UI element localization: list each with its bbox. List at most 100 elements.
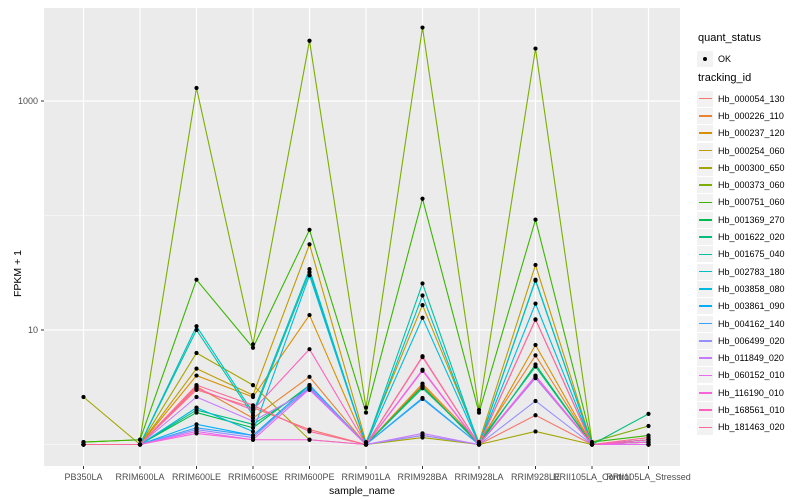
- data-point: [476, 410, 482, 415]
- data-point: [194, 383, 199, 388]
- line-key-icon: [697, 142, 713, 159]
- data-point: [194, 85, 199, 91]
- legend-item-label: Hb_004162_140: [718, 318, 785, 329]
- data-point: [307, 267, 312, 272]
- legend-item-Hb_000254_060: Hb_000254_060: [697, 142, 785, 159]
- legend-item-Hb_168561_010: Hb_168561_010: [697, 401, 785, 418]
- line-key-icon: [697, 315, 713, 332]
- legend-item-Hb_006499_020: Hb_006499_020: [697, 332, 785, 349]
- data-point: [194, 386, 199, 391]
- data-point: [420, 386, 425, 391]
- data-point: [646, 423, 651, 429]
- line-key-icon: [697, 332, 713, 349]
- x-tick-label: RRII105LA_Control: [553, 472, 631, 482]
- legend-item-label: Hb_168561_010: [718, 404, 785, 415]
- legend-item-label: Hb_011849_020: [718, 353, 784, 364]
- data-point: [250, 425, 256, 430]
- line-key-icon: [697, 246, 713, 263]
- legend-item-label: Hb_003858_080: [718, 283, 785, 294]
- x-tick-label: RRIM600SE: [228, 472, 278, 482]
- line-key-icon: [697, 159, 713, 176]
- data-point: [307, 38, 312, 43]
- data-point: [250, 393, 256, 398]
- legend-item-label: Hb_060152_010: [718, 370, 785, 381]
- line-key-icon: [697, 384, 713, 401]
- legend-item-Hb_181463_020: Hb_181463_020: [697, 419, 785, 436]
- legend-item-label: Hb_001622_020: [718, 232, 785, 243]
- line-key-icon: [697, 107, 713, 124]
- legend-tracking-items: Hb_000054_130 Hb_000226_110 Hb_000237_120 H…: [690, 90, 785, 436]
- legend-tracking-id: tracking_id Hb_000054_130 Hb_000226_110 Hb…: [690, 72, 785, 436]
- line-key-icon: [697, 177, 713, 194]
- data-point: [307, 227, 312, 232]
- legend-item-label: Hb_002783_180: [718, 266, 785, 277]
- data-point: [533, 278, 538, 283]
- data-point: [646, 435, 651, 440]
- panel-background: [44, 8, 680, 466]
- legend-item-Hb_000300_650: Hb_000300_650: [697, 159, 785, 176]
- data-point: [194, 422, 199, 427]
- legend-item-Hb_000237_120: Hb_000237_120: [697, 125, 785, 142]
- legend-item-label: Hb_000226_110: [718, 110, 784, 121]
- line-key-icon: [697, 211, 713, 228]
- data-point: [307, 347, 312, 352]
- line-key-icon: [697, 263, 713, 280]
- legend-item-Hb_004162_140: Hb_004162_140: [697, 315, 785, 332]
- data-point: [250, 429, 256, 434]
- data-point: [250, 437, 256, 442]
- line-key-icon: [697, 194, 713, 211]
- data-point: [194, 394, 199, 400]
- legend-item-label: Hb_000300_650: [718, 162, 785, 173]
- data-point: [250, 407, 256, 413]
- data-point: [307, 312, 312, 318]
- legend-item-Hb_003861_090: Hb_003861_090: [697, 298, 785, 315]
- data-point: [194, 373, 199, 378]
- data-point: [533, 413, 538, 418]
- line-key-icon: [697, 90, 713, 107]
- legend-item-Hb_116190_010: Hb_116190_010: [697, 384, 785, 401]
- legend-item-label: Hb_181463_020: [718, 422, 785, 433]
- x-tick-label: PB350LA: [64, 472, 102, 482]
- x-tick-label: RRIM901LA: [341, 472, 390, 482]
- data-point: [250, 422, 256, 427]
- legend-item-Hb_001622_020: Hb_001622_020: [697, 228, 785, 246]
- legend-item-label: Hb_006499_020: [718, 335, 785, 346]
- data-point: [307, 374, 312, 379]
- legend-item-label: Hb_000054_130: [718, 93, 785, 104]
- data-point: [646, 411, 651, 417]
- data-point: [250, 342, 256, 347]
- data-point: [250, 345, 256, 350]
- data-point: [307, 270, 312, 275]
- x-tick-label: RRIM600PE: [284, 472, 334, 482]
- legend-item-label: Hb_000373_060: [718, 180, 785, 191]
- data-point: [363, 410, 369, 415]
- data-point: [194, 405, 199, 410]
- legend-quant-status-title: quant_status: [698, 32, 761, 44]
- data-point: [533, 429, 538, 434]
- legend-item-Hb_001675_040: Hb_001675_040: [697, 246, 785, 263]
- data-point: [420, 368, 425, 373]
- data-point: [533, 353, 538, 358]
- point-key-icon: [697, 50, 713, 67]
- data-point: [81, 442, 86, 447]
- data-point: [533, 375, 538, 380]
- legend-item-label: Hb_001369_270: [718, 214, 785, 225]
- x-tick-label: RRIM928LE: [511, 472, 560, 482]
- data-point: [250, 383, 256, 388]
- line-key-icon: [697, 401, 713, 418]
- data-point: [533, 262, 538, 268]
- data-point: [533, 364, 538, 369]
- data-point: [307, 242, 312, 247]
- data-point: [533, 301, 538, 306]
- data-point: [420, 396, 425, 402]
- line-key-icon: [697, 419, 713, 436]
- line-key-icon: [697, 367, 713, 384]
- legend-item-label: Hb_000751_060: [718, 197, 785, 208]
- legend-item-Hb_000751_060: Hb_000751_060: [697, 194, 785, 211]
- data-point: [533, 398, 538, 404]
- legend-quant-status: quant_status OK: [690, 32, 761, 67]
- data-point: [194, 277, 199, 282]
- legend-item-Hb_011849_020: Hb_011849_020: [697, 349, 785, 367]
